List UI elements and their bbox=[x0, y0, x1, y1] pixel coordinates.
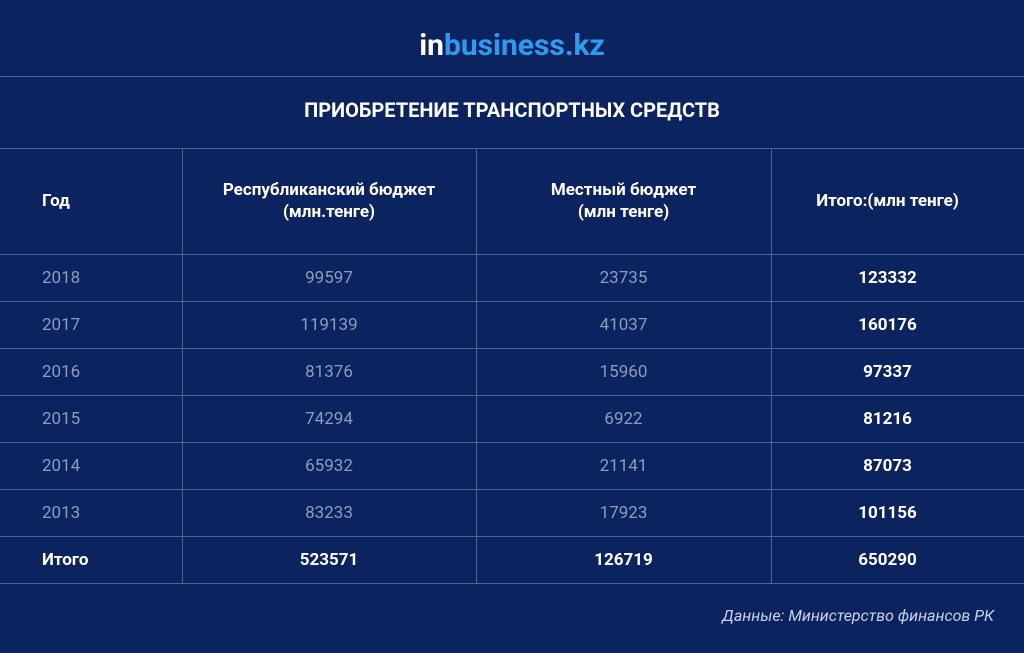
cell: 97337 bbox=[863, 361, 912, 382]
row-divider bbox=[0, 536, 1024, 537]
cell: 2015 bbox=[42, 408, 81, 429]
row-divider bbox=[0, 348, 1024, 349]
cell: 2014 bbox=[42, 455, 81, 476]
column-header: Республиканский бюджет (млн.тенге) bbox=[222, 180, 436, 222]
divider bbox=[0, 254, 1024, 255]
column-divider bbox=[476, 148, 477, 584]
cell: 65932 bbox=[305, 455, 353, 476]
cell: 2018 bbox=[42, 267, 81, 288]
cell: 2013 bbox=[42, 502, 81, 523]
cell: 2016 bbox=[42, 361, 81, 382]
cell: 126719 bbox=[594, 549, 653, 570]
cell: 81376 bbox=[305, 361, 353, 382]
column-divider bbox=[771, 148, 772, 584]
cell: 15960 bbox=[599, 361, 648, 382]
cell: 81216 bbox=[863, 408, 912, 429]
title: ПРИОБРЕТЕНИЕ ТРАНСПОРТНЫХ СРЕДСТВ bbox=[304, 98, 720, 122]
logo-right: business.kz bbox=[443, 28, 605, 63]
row-divider bbox=[0, 301, 1024, 302]
column-divider bbox=[182, 148, 183, 584]
column-header: Итого:(млн тенге) bbox=[816, 191, 959, 211]
row-divider bbox=[0, 583, 1024, 584]
column-header: Местный бюджет (млн тенге) bbox=[550, 180, 697, 222]
row-divider bbox=[0, 395, 1024, 396]
cell: 83233 bbox=[305, 502, 353, 523]
divider bbox=[0, 76, 1024, 77]
cell: 21141 bbox=[599, 455, 648, 476]
cell: 523571 bbox=[299, 549, 359, 570]
cell: 123332 bbox=[858, 267, 917, 288]
source: Данные: Министерство финансов РК bbox=[722, 606, 994, 625]
cell: 74294 bbox=[305, 408, 353, 429]
column-header: Год bbox=[42, 191, 70, 211]
cell: 41037 bbox=[599, 314, 648, 335]
cell: 160176 bbox=[858, 314, 917, 335]
row-divider bbox=[0, 489, 1024, 490]
cell: 119139 bbox=[300, 314, 358, 335]
divider bbox=[0, 148, 1024, 149]
cell: 87073 bbox=[863, 455, 912, 476]
cell: Итого bbox=[42, 549, 89, 570]
cell: 17923 bbox=[599, 502, 648, 523]
cell: 6922 bbox=[604, 408, 643, 429]
cell: 2017 bbox=[42, 314, 81, 335]
row-divider bbox=[0, 442, 1024, 443]
logo-left: in bbox=[419, 28, 444, 63]
cell: 23735 bbox=[599, 267, 648, 288]
logo: inbusiness.kz bbox=[0, 28, 1024, 63]
cell: 99597 bbox=[305, 267, 353, 288]
cell: 101156 bbox=[858, 502, 917, 523]
cell: 650290 bbox=[858, 549, 917, 570]
